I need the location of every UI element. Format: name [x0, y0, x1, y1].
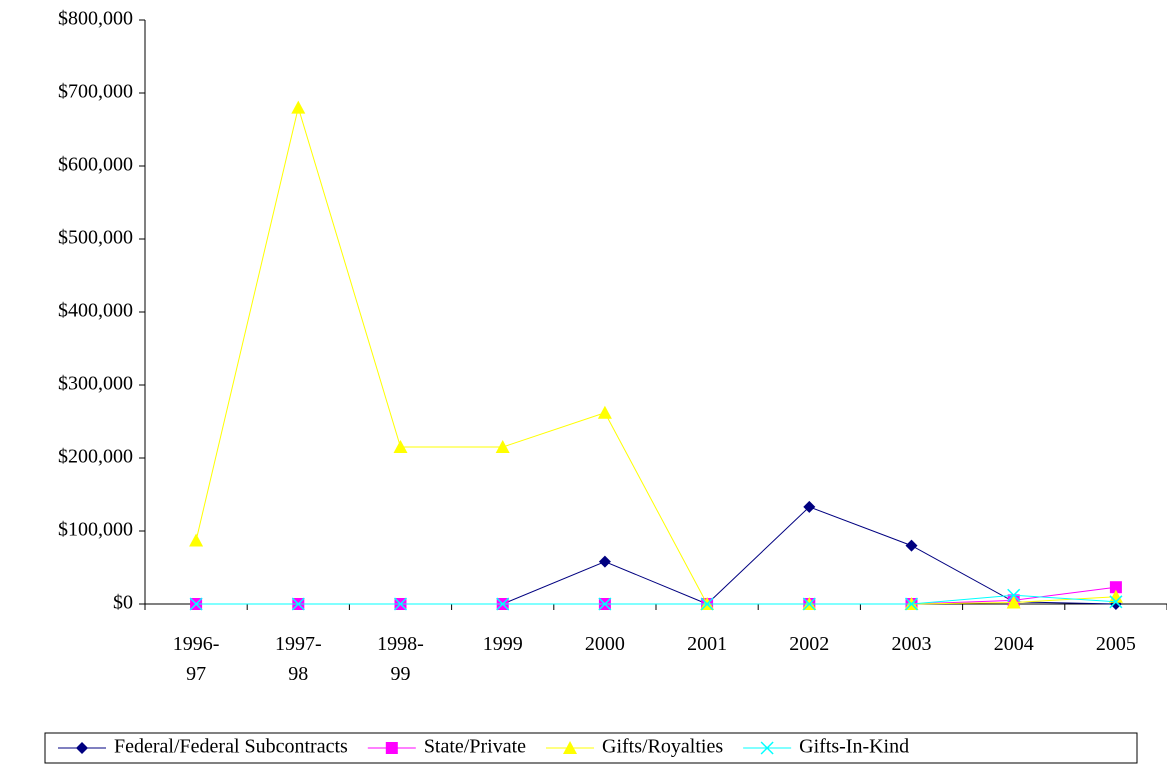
y-tick-label: $200,000	[58, 446, 133, 468]
x-tick-label: 2001	[687, 633, 728, 655]
legend-label: Federal/Federal Subcontracts	[114, 736, 348, 758]
series-line	[196, 506, 1116, 605]
data-point	[803, 500, 816, 513]
data-point	[597, 405, 612, 419]
data-point	[905, 539, 918, 552]
y-tick-label: $0	[113, 592, 133, 614]
y-tick-label: $300,000	[58, 373, 133, 395]
data-point	[291, 100, 306, 114]
legend-label: Gifts/Royalties	[602, 736, 723, 758]
data-point	[598, 597, 612, 611]
data-point	[393, 597, 408, 611]
data-point	[291, 597, 305, 611]
x-tick-label: 2004	[993, 633, 1034, 655]
data-point	[1006, 595, 1021, 609]
x-tick-label: 1998-99	[377, 633, 424, 685]
x-tick-label: 2005	[1095, 633, 1136, 655]
series-line	[196, 586, 1116, 605]
data-point	[598, 555, 611, 568]
data-point	[700, 597, 714, 611]
data-point	[496, 597, 510, 611]
data-point	[1108, 589, 1123, 603]
x-tick-label: 1997-98	[274, 633, 322, 685]
legend-label: State/Private	[424, 736, 526, 758]
data-point	[1007, 588, 1021, 602]
y-tick-label: $400,000	[58, 300, 133, 322]
x-tick-label: 2003	[891, 633, 932, 655]
legend-marker	[760, 741, 774, 755]
series-line	[195, 105, 1116, 605]
legend: Federal/Federal Subcontracts State/Privat…	[44, 732, 1138, 764]
data-point	[802, 597, 816, 611]
data-point	[393, 440, 408, 454]
legend-marker	[385, 742, 398, 754]
y-tick-label: $500,000	[58, 227, 133, 249]
data-point	[189, 533, 204, 547]
series-line	[196, 594, 1116, 605]
data-point	[904, 597, 919, 611]
y-tick-label: $100,000	[58, 519, 133, 541]
x-tick-label: 2000	[584, 633, 625, 655]
legend-marker	[563, 741, 578, 754]
y-tick-label: $700,000	[58, 81, 133, 103]
data-point	[1109, 581, 1122, 594]
x-tick-label: 1996-97	[172, 633, 220, 685]
legend-marker	[76, 742, 88, 754]
data-point	[189, 597, 203, 611]
legend-label: Gifts-In-Kind	[799, 736, 909, 758]
x-tick-label: 2002	[789, 633, 830, 655]
y-tick-label: $600,000	[58, 154, 133, 176]
data-point	[1109, 595, 1123, 609]
data-point	[495, 440, 510, 454]
y-tick-label: $800,000	[58, 8, 133, 30]
x-tick-label: 1999	[482, 633, 523, 655]
